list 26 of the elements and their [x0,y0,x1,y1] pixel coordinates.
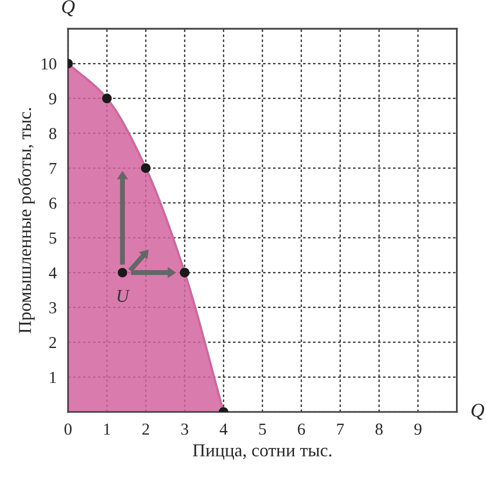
y-tick-label: 5 [50,232,56,244]
x-tick-label: 5 [259,424,266,435]
y-axis-title: Промышленные роботы, тыс. [18,108,35,334]
y-tick-label: 9 [49,93,56,104]
x-tick-label: 0 [64,424,72,435]
y-tick-label: 10 [42,58,56,70]
y-tick-label: 8 [49,128,56,140]
y-tick-label: 7 [50,162,56,174]
y-tick-label: 6 [49,198,56,209]
y-tick-label: 2 [49,337,56,348]
text: Q [62,0,75,16]
point [118,268,128,278]
x-tick-label: 3 [181,424,188,435]
y-tick-label: 1 [50,372,56,383]
x-tick-label: 4 [220,424,228,435]
x-tick-label: 2 [142,424,150,435]
x-tick-label: 8 [376,424,383,435]
y-tick-label: 3 [49,302,56,314]
x-tick-label: 1 [104,424,110,435]
x-tick-label: 7 [337,424,344,435]
annotation: U [118,290,130,302]
text: Q [472,404,484,420]
y-tick-label: 4 [48,267,57,278]
x-tick-label: 9 [414,424,422,435]
x-axis-title: Пицца, сотни тыс. [192,444,332,460]
x-tick-label: 6 [298,424,305,435]
